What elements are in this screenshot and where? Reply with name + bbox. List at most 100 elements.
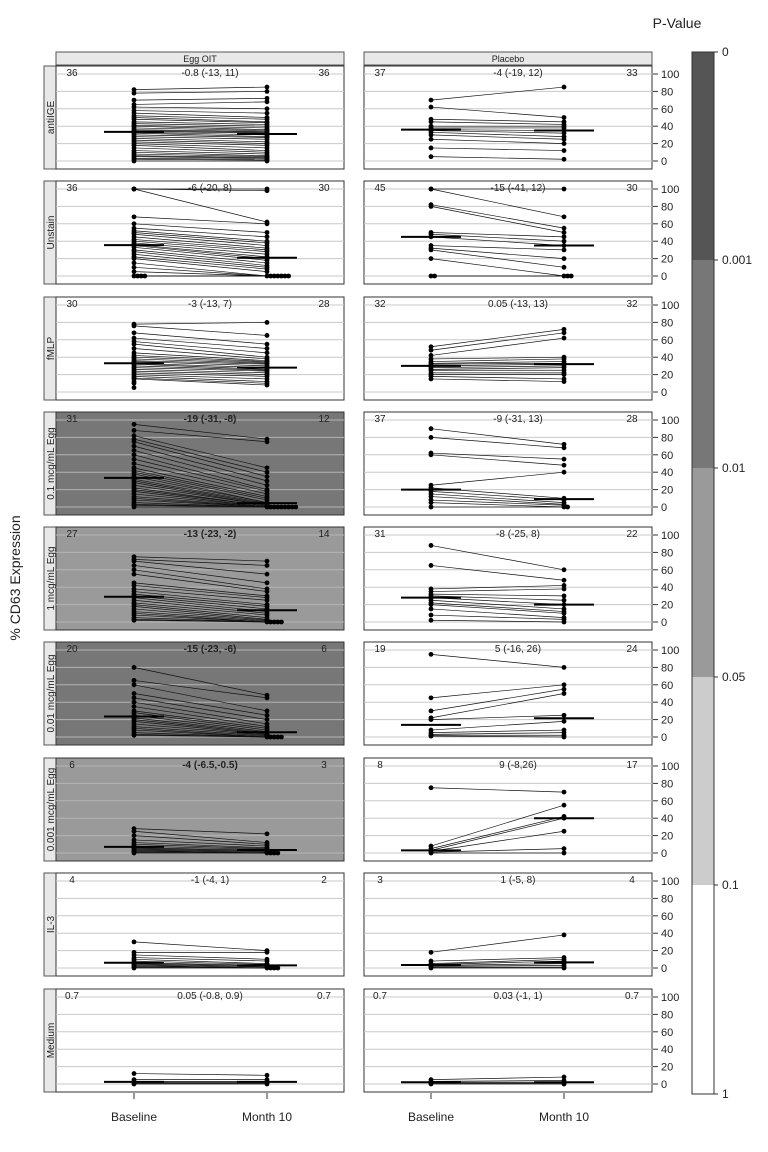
x-tick-label: Month 10	[539, 1110, 589, 1124]
subject-line	[133, 480, 268, 505]
subject-line	[133, 188, 268, 223]
data-point	[264, 558, 270, 564]
data-point	[428, 733, 434, 739]
subject-line	[430, 471, 565, 486]
subject-line	[133, 1073, 268, 1076]
data-point	[428, 426, 434, 432]
subject-line	[430, 1080, 565, 1082]
subject-line	[430, 106, 565, 118]
subject-line	[133, 325, 268, 336]
subject-line	[133, 706, 268, 727]
data-point	[268, 273, 273, 279]
subject-line	[133, 842, 268, 849]
data-point	[279, 504, 284, 510]
data-point	[561, 932, 567, 938]
data-point	[264, 95, 270, 101]
month10-median-label: 0.7	[625, 991, 639, 1002]
data-point	[264, 571, 270, 577]
data-point	[271, 965, 277, 971]
facet-panel: Unstain 36 -6 (-20, 8) 30	[43, 180, 345, 285]
subject-line	[133, 611, 268, 622]
subject-line	[133, 266, 268, 277]
data-point	[428, 543, 434, 548]
data-point	[561, 456, 567, 462]
subject-line	[133, 569, 268, 590]
y-tick-label: 100	[661, 184, 679, 196]
data-point	[271, 734, 277, 740]
data-point	[268, 850, 273, 856]
data-point	[561, 445, 567, 451]
data-point	[561, 214, 567, 220]
panel-background	[363, 411, 653, 516]
baseline-median-label: 27	[66, 529, 78, 540]
data-point	[565, 504, 570, 510]
y-tick-label: 40	[661, 697, 673, 709]
data-point	[561, 593, 567, 599]
subject-line	[133, 843, 268, 849]
month10-median-label: 3	[321, 760, 327, 771]
subject-line	[133, 714, 268, 733]
subject-line	[133, 251, 268, 266]
data-point	[131, 691, 137, 696]
facet-panel: 8 9 (-8,26) 17	[363, 757, 653, 862]
row-strip-label: 0.1 mcg/mL Egg	[46, 427, 57, 499]
data-point	[264, 158, 270, 164]
y-tick-label: 100	[661, 992, 679, 1004]
subject-line	[133, 244, 268, 258]
data-point	[264, 850, 270, 856]
data-point	[428, 186, 434, 192]
subject-line	[133, 941, 268, 951]
subject-line	[430, 138, 565, 144]
month10-median-label: 32	[626, 299, 638, 310]
data-point	[264, 949, 270, 955]
data-point	[279, 273, 284, 279]
y-tick-label: 20	[661, 485, 673, 497]
colorbar-tick-label: 0.1	[722, 878, 739, 892]
row-strip-label: 1 mcg/mL Egg	[46, 546, 57, 610]
subject-line	[133, 608, 268, 621]
subject-line	[430, 258, 565, 277]
subject-line	[133, 560, 268, 575]
subject-line	[133, 370, 268, 375]
y-tick-label: 40	[661, 352, 673, 364]
baseline-median-label: 31	[374, 529, 386, 540]
subject-line	[133, 98, 268, 101]
data-point	[131, 104, 137, 110]
data-point	[561, 586, 567, 592]
data-point	[561, 186, 567, 192]
data-point	[561, 567, 567, 573]
data-point	[428, 717, 434, 722]
colorbar-tick-label: 0.001	[722, 253, 752, 267]
data-point	[264, 734, 270, 740]
data-point	[561, 441, 567, 447]
data-point	[561, 256, 567, 261]
subject-line	[133, 127, 268, 131]
subject-line	[430, 367, 565, 370]
data-point	[264, 597, 270, 603]
data-point	[131, 335, 137, 341]
facet-panel: antiIGE 36 -0.8 (-13, 11) 36	[43, 65, 345, 170]
subject-line	[133, 693, 268, 716]
y-tick-label: 40	[661, 121, 673, 133]
subject-line	[133, 258, 268, 272]
subject-line	[133, 712, 268, 731]
data-point	[561, 504, 567, 510]
subject-line	[133, 375, 268, 382]
y-tick-label: 0	[661, 963, 667, 975]
subject-line	[430, 599, 565, 610]
data-point	[131, 433, 137, 439]
month10-median-label: 36	[318, 68, 330, 79]
data-point	[131, 699, 137, 705]
subject-line	[133, 438, 268, 473]
subject-line	[133, 227, 268, 238]
difference-ci-label: -9 (-31, 13)	[493, 414, 542, 425]
column-strip	[55, 51, 345, 66]
subject-line	[430, 502, 565, 508]
y-tick-label: 100	[661, 876, 679, 888]
data-point	[561, 335, 567, 341]
x-tick-label: Baseline	[111, 1110, 157, 1124]
subject-line	[430, 233, 565, 242]
data-point	[264, 717, 270, 722]
data-point	[131, 1071, 137, 1076]
